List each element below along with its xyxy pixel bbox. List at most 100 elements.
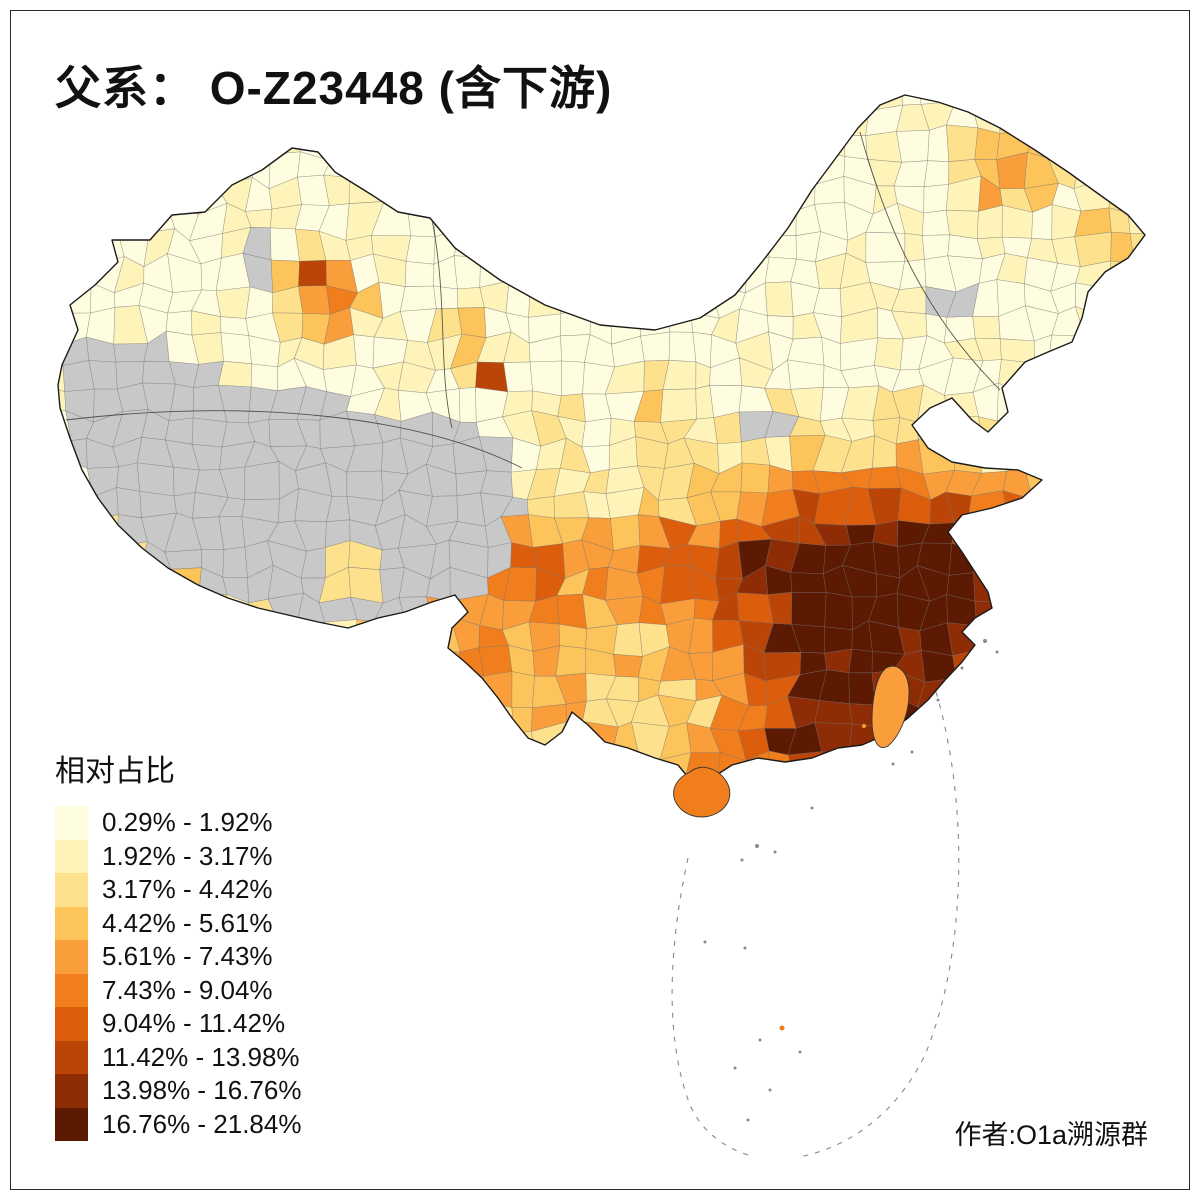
map-cell (1102, 540, 1135, 579)
map-cell (538, 127, 560, 159)
legend-label: 13.98% - 16.76% (102, 1075, 302, 1106)
map-cell (401, 669, 436, 700)
legend: 相对占比 0.29% - 1.92% 1.92% - 3.17% 3.17% - 4… (55, 746, 395, 1141)
map-cell (949, 414, 981, 442)
map-cell (112, 205, 150, 234)
map-cell (764, 99, 799, 135)
map-cell (222, 128, 253, 161)
map-cell (1049, 390, 1088, 422)
map-cell (58, 128, 73, 155)
map-cell (1076, 463, 1111, 500)
map-cell (973, 565, 997, 603)
map-cell (1049, 673, 1081, 709)
map-cell (346, 698, 381, 734)
map-cell (1078, 131, 1113, 160)
map-cell (812, 778, 850, 795)
map-cell (426, 160, 459, 188)
map-cell (1129, 233, 1145, 264)
map-cell (426, 132, 463, 162)
legend-row: 3.17% - 4.42% (55, 873, 395, 907)
map-cell (191, 670, 219, 698)
map-cell (399, 649, 436, 676)
map-cell (812, 751, 850, 784)
map-cell (560, 281, 592, 315)
map-cell (119, 570, 141, 605)
map-cell (1124, 310, 1145, 338)
map-cell (1102, 440, 1129, 465)
map-cell (322, 670, 355, 708)
map-cell (561, 360, 585, 397)
legend-swatch (55, 873, 88, 907)
map-cell (683, 257, 716, 289)
map-cell (1127, 730, 1145, 759)
map-cell (222, 546, 248, 579)
map-cell (139, 619, 171, 651)
map-cell (1083, 390, 1103, 423)
map-cell (449, 747, 484, 777)
map-cell (454, 159, 485, 187)
map-cell (478, 239, 509, 268)
map-cell (407, 698, 432, 732)
map-cell (994, 776, 1035, 795)
map-cell (917, 95, 957, 105)
map-cell (1099, 332, 1126, 368)
map-cell (611, 230, 646, 257)
legend-swatch (55, 839, 88, 873)
map-cell (215, 646, 246, 682)
map-cell (973, 643, 998, 682)
map-cell (1077, 731, 1109, 758)
map-cell (191, 417, 228, 448)
map-cell (1132, 95, 1145, 111)
map-cell (1128, 546, 1145, 580)
map-cell (1125, 159, 1145, 188)
map-cell (1099, 390, 1137, 412)
map-cell (631, 756, 668, 786)
map-cell (477, 149, 514, 187)
map-cell (275, 622, 306, 651)
province-borders (65, 131, 1001, 469)
map-cell (1110, 260, 1135, 290)
legend-swatch (55, 806, 88, 840)
map-cell (631, 104, 666, 130)
map-cell (1023, 363, 1051, 397)
map-cell (1051, 774, 1084, 795)
map-cell (1002, 490, 1033, 527)
map-cell (762, 95, 793, 101)
map-cell (65, 539, 100, 576)
map-cell (1130, 674, 1145, 707)
map-cell (346, 669, 384, 708)
map-cell (714, 232, 748, 262)
map-cell (1024, 410, 1061, 447)
map-cell (1028, 673, 1054, 709)
map-cell (1047, 99, 1080, 132)
map-cell (1047, 464, 1078, 500)
map-cell (999, 100, 1036, 134)
map-cell (1110, 669, 1133, 707)
map-cell (58, 705, 65, 736)
map-cell (770, 149, 794, 185)
map-cell (426, 776, 461, 795)
map-cell (824, 626, 853, 654)
map-cell (666, 310, 694, 333)
map-cell (58, 696, 96, 734)
map-cell (452, 774, 484, 795)
map-cell (58, 460, 71, 502)
legend-row: 11.42% - 13.98% (55, 1040, 395, 1074)
map-cell (92, 642, 119, 678)
map-cell (477, 182, 514, 209)
map-cell (970, 95, 1001, 102)
map-cell (874, 337, 904, 371)
map-cell (399, 625, 434, 652)
map-cell (320, 697, 355, 731)
map-cell (88, 157, 123, 179)
map-cell (475, 729, 515, 760)
map-cell (431, 201, 462, 238)
map-cell (242, 695, 282, 735)
map-cell (787, 359, 825, 390)
map-cell (244, 461, 280, 500)
map-cell (613, 654, 643, 678)
map-cell (634, 283, 668, 312)
map-cell (141, 696, 176, 731)
map-cell (1032, 750, 1055, 778)
map-cell (113, 671, 142, 698)
